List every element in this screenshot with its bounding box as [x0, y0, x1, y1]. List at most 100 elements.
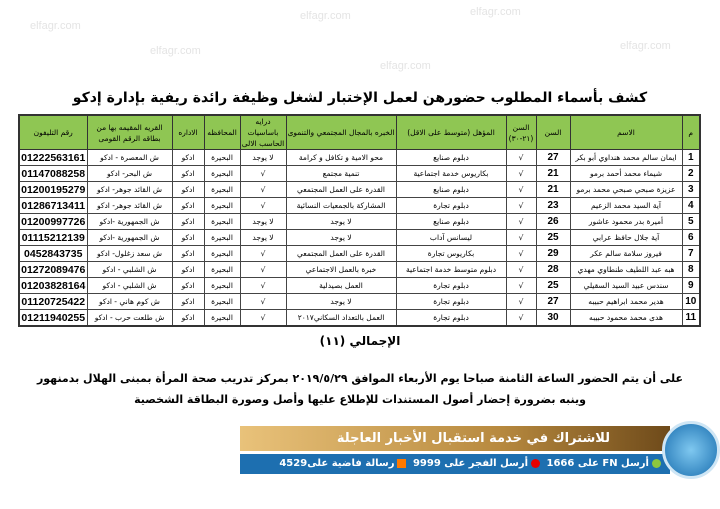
table-cell: 21	[535, 181, 571, 198]
table-cell: سندس عبيد السيد السقيلي	[569, 277, 683, 294]
table-cell: آية السيد محمد الزعيم	[569, 197, 683, 214]
table-cell: √	[239, 197, 287, 214]
table-cell: √	[505, 261, 537, 278]
table-cell: 28	[535, 261, 571, 278]
table-cell: √	[505, 245, 537, 262]
table-cell: البحيرة	[203, 245, 241, 262]
table-cell: 25	[535, 277, 571, 294]
table-cell: دبلوم صنايع	[395, 181, 507, 198]
table-cell: 2	[681, 165, 701, 182]
table-cell: 27	[535, 293, 571, 310]
table-cell: البحيرة	[203, 181, 241, 198]
table-row: 4 آية السيد محمد الزعيم 23 √ دبلوم تجارة المش…	[18, 197, 701, 214]
watermark: elfagr.com	[150, 45, 201, 57]
banner-headline: للاشتراك في خدمة استقبال الأخبار العاجلة	[240, 426, 670, 451]
table-cell: 11	[681, 309, 701, 327]
table-cell: ادكو	[171, 165, 205, 182]
table-cell: 30	[535, 309, 571, 327]
table-cell: دبلوم متوسط خدمة اجتماعية	[395, 261, 507, 278]
table-cell: عزيزة صبحي صبحي محمد برمو	[569, 181, 683, 198]
table-cell: 3	[681, 181, 701, 198]
table-row: 7 فيروز سلامة سالم عكر 29 √ بكاريوس تجارة الق…	[18, 245, 701, 262]
table-row: 8 هبه عبد اللطيف طنطاوي مهدي 28 √ دبلوم متوس…	[18, 261, 701, 278]
table-cell: ش القائد جوهر- ادكو	[86, 181, 173, 198]
table-cell: ش الجمهورية -ادكو	[86, 229, 173, 246]
table-row: 3 عزيزة صبحي صبحي محمد برمو 21 √ دبلوم صنايع…	[18, 181, 701, 198]
table-row: 10 هدير محمد ابراهيم حبيبه 27 √ دبلوم تجارة ل…	[18, 293, 701, 310]
table-cell: √	[239, 261, 287, 278]
table-cell: 01272089476	[18, 261, 88, 278]
total-count: الإجمالي (١١)	[319, 334, 401, 348]
column-header: السن	[535, 114, 571, 150]
table-cell: لا يوجد	[285, 213, 397, 230]
table-cell: القدرة على العمل المجتمعي	[285, 245, 397, 262]
candidates-table: م الاسم السن السن (٢١-٣٠) المؤهل (متوسط على …	[18, 114, 701, 327]
table-cell: محو الامية و تكافل و كرامة	[285, 149, 397, 166]
column-header: م	[681, 114, 701, 150]
column-header: الاداره	[171, 114, 205, 150]
table-cell: ش القائد جوهر- ادكو	[86, 197, 173, 214]
table-cell: ش الجمهورية -ادكو	[86, 213, 173, 230]
table-cell: دبلوم تجارة	[395, 197, 507, 214]
table-cell: 27	[535, 149, 571, 166]
watermark: elfagr.com	[470, 6, 521, 18]
table-row: 11 هدى محمد محمود حبيبه 30 √ دبلوم تجارة العم…	[18, 309, 701, 327]
table-cell: بكاريوس تجارة	[395, 245, 507, 262]
table-cell: ادكو	[171, 277, 205, 294]
table-cell: 23	[535, 197, 571, 214]
table-cell: √	[239, 165, 287, 182]
table-cell: 01222563161	[18, 149, 88, 166]
table-cell: √	[505, 197, 537, 214]
table-cell: شيماء محمد أحمد برمو	[569, 165, 683, 182]
table-cell: 25	[535, 229, 571, 246]
table-cell: لا يوجد	[285, 293, 397, 310]
table-cell: √	[505, 165, 537, 182]
table-cell: √	[239, 245, 287, 262]
table-cell: 01147088258	[18, 165, 88, 182]
table-cell: ش المعصرة - ادكو	[86, 149, 173, 166]
sms-orange: رسالة فاضية على4529	[279, 458, 395, 469]
column-header: رقم التليفون	[18, 114, 88, 150]
table-cell: ش الشلبي - ادكو	[86, 261, 173, 278]
column-header: المحافظه	[203, 114, 241, 150]
table-cell: √	[239, 181, 287, 198]
table-cell: ش سعد زغلول- ادكو	[86, 245, 173, 262]
table-cell: هبه عبد اللطيف طنطاوي مهدي	[569, 261, 683, 278]
document-body: كشف بأسماء المطلوب حضورهن لعمل الإختبار …	[18, 90, 720, 479]
table-row: 6 آية جلال حافظ عرابي 25 √ ليسانس آداب لا يوج…	[18, 229, 701, 246]
table-cell: البحيرة	[203, 309, 241, 327]
table-cell: دبلوم تجارة	[395, 309, 507, 327]
table-cell: ايمان سالم محمد هنداوي أبو بكر	[569, 149, 683, 166]
table-cell: 9	[681, 277, 701, 294]
sms-etisalat: أرسل FN على 1666	[546, 458, 649, 469]
table-cell: √	[505, 229, 537, 246]
table-cell: 0452843735	[18, 245, 88, 262]
table-cell: العمل بصيدلية	[285, 277, 397, 294]
table-cell: فيروز سلامة سالم عكر	[569, 245, 683, 262]
banner-sms-line: أرسل FN على 1666 أرسل الفجر على 9999 رسا…	[240, 454, 670, 474]
table-row: 5 أميرة بدر محمود عاشور 26 √ دبلوم صنايع لا ي…	[18, 213, 701, 230]
table-cell: √	[239, 309, 287, 327]
column-header: درايه باساسيات الحاسب الالى	[239, 114, 287, 150]
table-cell: √	[505, 293, 537, 310]
sms-vodafone: أرسل الفجر على 9999	[412, 458, 529, 469]
table-cell: لا يوجد	[285, 229, 397, 246]
table-cell: هدى محمد محمود حبيبه	[569, 309, 683, 327]
column-header: الاسم	[569, 114, 683, 150]
table-cell: البحيرة	[203, 165, 241, 182]
table-cell: أميرة بدر محمود عاشور	[569, 213, 683, 230]
table-cell: 5	[681, 213, 701, 230]
table-cell: البحيرة	[203, 277, 241, 294]
table-cell: √	[505, 309, 537, 327]
table-cell: ادكو	[171, 149, 205, 166]
table-cell: لا يوجد	[239, 229, 287, 246]
vodafone-icon	[531, 458, 541, 468]
table-cell: ادكو	[171, 229, 205, 246]
table-cell: √	[239, 293, 287, 310]
table-cell: 21	[535, 165, 571, 182]
table-cell: √	[505, 213, 537, 230]
table-cell: 26	[535, 213, 571, 230]
table-cell: √	[505, 277, 537, 294]
subscription-banner[interactable]: للاشتراك في خدمة استقبال الأخبار العاجلة…	[240, 421, 720, 479]
table-cell: آية جلال حافظ عرابي	[569, 229, 683, 246]
